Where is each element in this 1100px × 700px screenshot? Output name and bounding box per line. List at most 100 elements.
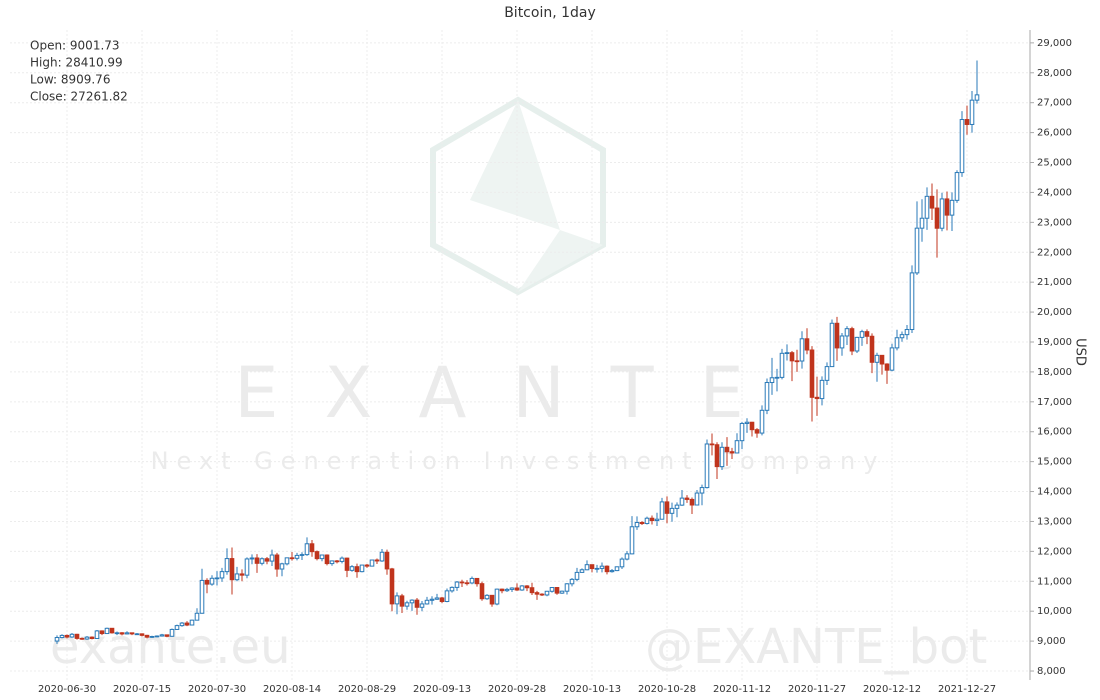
candle-body (599, 565, 605, 569)
x-tick-label: 2020-11-27 (788, 684, 846, 695)
candle-body (449, 586, 455, 592)
candle-body (444, 590, 450, 603)
candle-body (419, 603, 425, 608)
candle-body (609, 570, 615, 573)
candle-body (169, 628, 175, 637)
candle-body (99, 630, 105, 635)
candle-body (644, 517, 650, 525)
candle-body (254, 557, 260, 564)
candle-body (734, 440, 740, 454)
x-tick-label: 2020-06-30 (38, 684, 96, 695)
candle-body (129, 632, 135, 635)
candle-body (859, 331, 865, 338)
candle-body (764, 382, 770, 411)
y-tick-label: 25,000 (1037, 158, 1072, 169)
candle-body (309, 543, 315, 553)
candle-body (274, 554, 280, 570)
candle-body (709, 443, 715, 446)
logo-watermark (430, 96, 606, 296)
candle-body (759, 409, 765, 434)
candle-body (784, 352, 790, 354)
summary-low: Low: 8909.76 (30, 73, 110, 87)
candle-body (324, 554, 330, 565)
candle-body (399, 595, 405, 607)
x-tick-label: 2020-12-12 (863, 684, 921, 695)
candle-body (124, 632, 130, 635)
candle-body (354, 566, 360, 573)
candle-body (219, 571, 225, 579)
y-tick-label: 10,000 (1037, 606, 1072, 617)
candle-body (729, 451, 735, 454)
y-tick-label: 8,000 (1037, 666, 1066, 677)
candle-body (639, 522, 645, 525)
watermark-brand: EXANTE (234, 352, 789, 434)
candle-body (504, 588, 510, 592)
candle-body (164, 634, 170, 637)
candle-body (249, 557, 255, 560)
candle-body (464, 582, 470, 585)
x-tick-label: 2020-10-28 (638, 684, 696, 695)
y-tick-label: 26,000 (1037, 128, 1072, 139)
candle-body (584, 564, 590, 571)
candle-body (549, 587, 555, 592)
candle-body (819, 379, 825, 400)
y-tick-label: 24,000 (1037, 187, 1072, 198)
candle-body (789, 352, 795, 362)
candle-body (264, 558, 270, 562)
candle-body (224, 558, 230, 573)
x-tick-label: 2020-07-15 (113, 684, 171, 695)
candle-body (109, 627, 115, 634)
x-tick-label: 2020-09-28 (488, 684, 546, 695)
candle-body (714, 444, 720, 468)
candle-body (589, 564, 595, 570)
candle-body (234, 573, 240, 581)
candle-body (484, 594, 490, 600)
candle-body (499, 588, 505, 592)
candle-body (934, 207, 940, 229)
candle-body (394, 595, 400, 605)
candle-body (569, 578, 575, 585)
y-axis-label: USD (1073, 338, 1088, 366)
candle-body (774, 376, 780, 379)
candle-body (364, 564, 370, 567)
y-tick-label: 16,000 (1037, 427, 1072, 438)
candle-body (239, 573, 245, 576)
candle-body (369, 559, 375, 567)
x-tick-label: 2020-08-29 (338, 684, 396, 695)
candle-body (864, 331, 870, 337)
candle-body (194, 612, 200, 621)
x-tick-label: 2021-12-27 (938, 684, 996, 695)
candle-body (689, 498, 695, 506)
summary-open: Open: 9001.73 (30, 39, 120, 53)
x-tick-label: 2020-09-13 (413, 684, 471, 695)
y-tick-label: 13,000 (1037, 516, 1072, 527)
x-tick-label: 2020-11-12 (713, 684, 771, 695)
candle-body (574, 571, 580, 580)
candle-body (329, 560, 335, 565)
candle-body (674, 504, 680, 509)
candle-body (579, 569, 585, 573)
candle-body (769, 377, 775, 384)
candle-body (189, 619, 195, 626)
y-tick-label: 11,000 (1037, 576, 1072, 587)
y-tick-label: 14,000 (1037, 487, 1072, 498)
candle-body (509, 587, 515, 590)
candle-body (59, 634, 65, 639)
candle-body (79, 637, 85, 640)
candle-body (139, 633, 145, 636)
candle-body (874, 354, 880, 363)
y-tick-label: 19,000 (1037, 337, 1072, 348)
candle-body (699, 487, 705, 494)
candle-body (704, 443, 710, 489)
x-tick-label: 2020-10-13 (563, 684, 621, 695)
candle-body (204, 579, 210, 585)
chart-title: Bitcoin, 1day (504, 5, 596, 21)
candle-body (304, 543, 310, 556)
candle-body (719, 446, 725, 468)
candle-body (114, 632, 120, 635)
candle-body (974, 94, 980, 101)
candle-body (664, 501, 670, 514)
candle-body (749, 421, 755, 431)
candle-body (409, 599, 415, 604)
